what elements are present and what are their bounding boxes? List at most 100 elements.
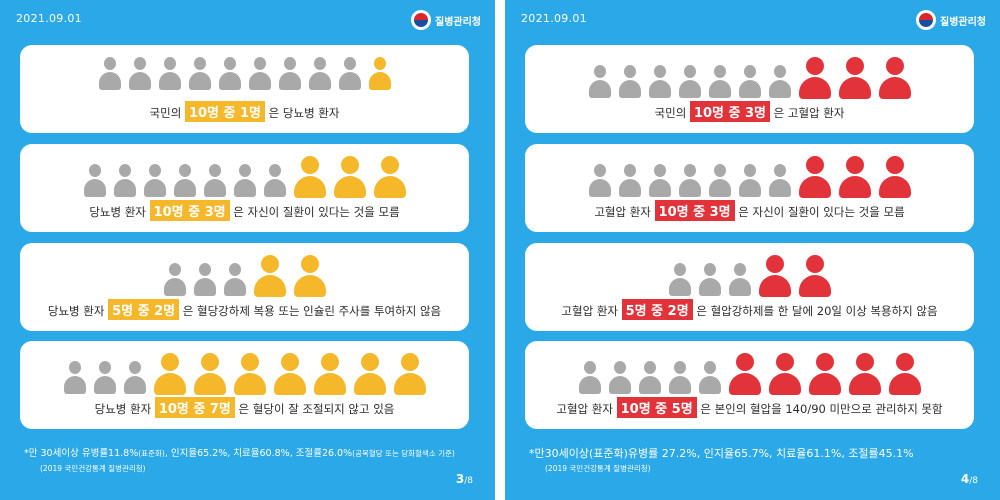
stat-card-1: 국민의 10명 중 3명 은 고혈압 환자 bbox=[525, 45, 974, 133]
stat-card-3: 당뇨병 환자 5명 중 2명 은 혈당강하제 복용 또는 인슐린 주사를 투여하… bbox=[20, 243, 469, 331]
person-icon bbox=[336, 57, 364, 93]
person-icon-highlighted bbox=[191, 353, 229, 397]
person-icon bbox=[246, 57, 274, 93]
stat-highlight: 10명 중 3명 bbox=[654, 200, 735, 221]
diabetes-infographic-panel: 2021.09.01 질병관리청 국민의 10명 중 1명 은 당뇨병 환자 당… bbox=[0, 0, 495, 500]
person-icon bbox=[646, 65, 674, 101]
stat-highlight: 10명 중 3명 bbox=[689, 101, 771, 122]
person-icon-highlighted bbox=[796, 57, 834, 101]
person-icon bbox=[191, 263, 219, 299]
logo-text: 질병관리청 bbox=[435, 16, 481, 28]
person-icon-highlighted bbox=[876, 57, 914, 101]
stat-text: 당뇨병 환자 10명 중 3명 은 자신이 질환이 있다는 것을 모름 bbox=[20, 200, 469, 221]
footnote-small: (표준화) bbox=[138, 449, 165, 458]
stat-prefix: 당뇨병 환자 bbox=[94, 402, 155, 416]
person-icon bbox=[186, 57, 214, 93]
stat-highlight: 10명 중 5명 bbox=[616, 397, 697, 418]
person-icon bbox=[221, 263, 249, 299]
person-icon bbox=[81, 164, 109, 200]
stat-text: 국민의 10명 중 1명 은 당뇨병 환자 bbox=[20, 101, 469, 122]
stat-text: 당뇨병 환자 5명 중 2명 은 혈당강하제 복용 또는 인슐린 주사를 투여하… bbox=[20, 299, 469, 320]
stat-suffix: 은 고혈압 환자 bbox=[770, 106, 845, 120]
stat-card-1: 국민의 10명 중 1명 은 당뇨병 환자 bbox=[20, 45, 469, 133]
person-icon bbox=[736, 65, 764, 101]
stat-highlight: 10명 중 1명 bbox=[184, 101, 266, 122]
stat-card-4: 고혈압 환자 10명 중 5명 은 본인의 혈압을 140/90 미만으로 관리… bbox=[525, 341, 974, 429]
person-icon-highlighted bbox=[331, 156, 369, 200]
person-icon-row bbox=[20, 57, 469, 93]
person-icon-row bbox=[525, 156, 974, 200]
person-icon-row bbox=[525, 353, 974, 397]
person-icon-highlighted bbox=[796, 255, 834, 299]
person-icon bbox=[96, 57, 124, 93]
footnote: *만30세이상(표준화)유병률 27.2%, 인지율65.7%, 치료율61.1… bbox=[529, 447, 914, 460]
stat-text: 고혈압 환자 5명 중 2명 은 혈압강하제를 한 달에 20일 이상 복용하지… bbox=[525, 299, 974, 320]
person-icon-row bbox=[525, 57, 974, 101]
source-note: (2019 국민건강통계 질병관리청) bbox=[545, 464, 651, 473]
person-icon bbox=[171, 164, 199, 200]
stat-suffix: 은 본인의 혈압을 140/90 미만으로 관리하지 못함 bbox=[696, 402, 943, 416]
kdca-emblem-icon bbox=[916, 10, 936, 30]
page-total: /8 bbox=[969, 476, 978, 486]
stat-prefix: 당뇨병 환자 bbox=[47, 304, 109, 318]
person-icon-highlighted bbox=[836, 156, 874, 200]
person-icon-highlighted bbox=[836, 57, 874, 101]
person-icon-highlighted bbox=[271, 353, 309, 397]
person-icon bbox=[111, 164, 139, 200]
person-icon bbox=[231, 164, 259, 200]
stat-suffix: 은 혈당이 잘 조절되지 않고 있음 bbox=[234, 402, 395, 416]
page-number: 4 bbox=[960, 472, 970, 486]
stat-suffix: 은 혈당강하제 복용 또는 인슐린 주사를 투여하지 않음 bbox=[179, 304, 442, 318]
stat-text: 국민의 10명 중 3명 은 고혈압 환자 bbox=[525, 101, 974, 122]
stat-card-2: 당뇨병 환자 10명 중 3명 은 자신이 질환이 있다는 것을 모름 bbox=[20, 144, 469, 232]
person-icon-highlighted bbox=[766, 353, 804, 397]
person-icon bbox=[766, 65, 794, 101]
person-icon bbox=[706, 65, 734, 101]
footnote-small: (공복혈당 또는 당화혈색소 기준) bbox=[352, 449, 455, 458]
person-icon bbox=[696, 263, 724, 299]
hypertension-infographic-panel: 2021.09.01 질병관리청 국민의 10명 중 3명 은 고혈압 환자 고… bbox=[505, 0, 1000, 500]
person-icon bbox=[636, 361, 664, 397]
date-label: 2021.09.01 bbox=[16, 12, 82, 25]
stat-card-4: 당뇨병 환자 10명 중 7명 은 혈당이 잘 조절되지 않고 있음 bbox=[20, 341, 469, 429]
person-icon bbox=[676, 65, 704, 101]
person-icon bbox=[276, 57, 304, 93]
person-icon bbox=[676, 164, 704, 200]
page-indicator: 4/8 bbox=[961, 472, 978, 486]
stat-suffix: 은 자신이 질환이 있다는 것을 모름 bbox=[734, 205, 905, 219]
source-note: (2019 국민건강통계 질병관리청) bbox=[40, 464, 146, 473]
person-icon-highlighted bbox=[311, 353, 349, 397]
person-icon-highlighted bbox=[756, 255, 794, 299]
person-icon bbox=[306, 57, 334, 93]
stat-highlight: 10명 중 3명 bbox=[149, 200, 230, 221]
person-icon-highlighted bbox=[371, 156, 409, 200]
stat-highlight: 5명 중 2명 bbox=[621, 299, 693, 320]
person-icon bbox=[706, 164, 734, 200]
footnote: *만 30세이상 유병률11.8%(표준화), 인지율65.2%, 치료율60.… bbox=[24, 445, 455, 459]
person-icon bbox=[666, 263, 694, 299]
person-icon-row bbox=[525, 255, 974, 299]
person-icon-row bbox=[20, 353, 469, 397]
person-icon bbox=[91, 361, 119, 397]
person-icon-highlighted bbox=[366, 57, 394, 93]
stat-prefix: 고혈압 환자 bbox=[556, 402, 617, 416]
stat-prefix: 국민의 bbox=[654, 106, 690, 120]
person-icon bbox=[586, 65, 614, 101]
date-label: 2021.09.01 bbox=[521, 12, 587, 25]
person-icon-highlighted bbox=[846, 353, 884, 397]
person-icon-row bbox=[20, 255, 469, 299]
stat-card-2: 고혈압 환자 10명 중 3명 은 자신이 질환이 있다는 것을 모름 bbox=[525, 144, 974, 232]
stat-text: 고혈압 환자 10명 중 3명 은 자신이 질환이 있다는 것을 모름 bbox=[525, 200, 974, 221]
person-icon bbox=[616, 65, 644, 101]
page-number: 3 bbox=[455, 472, 465, 486]
stat-suffix: 은 자신이 질환이 있다는 것을 모름 bbox=[229, 205, 400, 219]
footnote-main: *만 30세이상 유병률11.8% bbox=[24, 448, 139, 459]
stat-text: 당뇨병 환자 10명 중 7명 은 혈당이 잘 조절되지 않고 있음 bbox=[20, 397, 469, 418]
person-icon bbox=[126, 57, 154, 93]
logo-text: 질병관리청 bbox=[940, 16, 986, 28]
stat-highlight: 10명 중 7명 bbox=[154, 397, 235, 418]
stat-text: 고혈압 환자 10명 중 5명 은 본인의 혈압을 140/90 미만으로 관리… bbox=[525, 397, 974, 418]
person-icon-highlighted bbox=[391, 353, 429, 397]
person-icon bbox=[261, 164, 289, 200]
person-icon bbox=[696, 361, 724, 397]
